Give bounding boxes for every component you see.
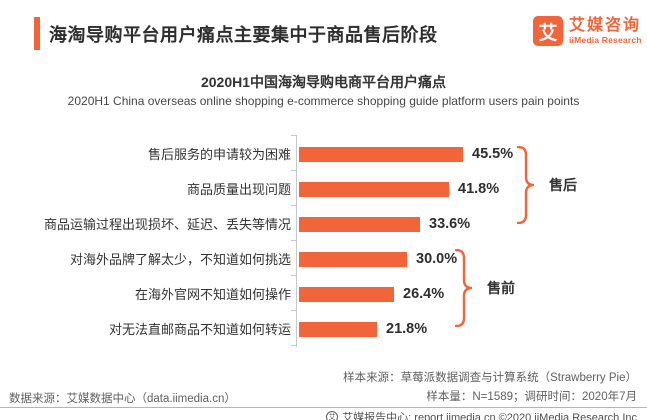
axis-tick [291, 240, 296, 241]
value-label: 41.8% [458, 181, 500, 197]
iimedia-round-icon: 艾 [326, 411, 339, 420]
bar-row: 在海外官网不知道如何操作 26.4% [0, 277, 647, 312]
bar [299, 322, 377, 337]
category-label: 商品质量出现问题 [186, 182, 291, 197]
logo-name-cn: 艾媒咨询 [569, 17, 642, 34]
logo-name-en: iiMedia Research [569, 35, 642, 45]
after-sales-brace [517, 146, 535, 224]
footer-text: 艾媒报告中心: report.iimedia.cn ©2020 iiMedia … [342, 412, 637, 420]
axis-tick [291, 135, 296, 136]
bar-row: 售后服务的申请较为困难 45.5% [0, 137, 647, 172]
bar [299, 252, 407, 267]
iimedia-logo-icon: 艾 [533, 16, 563, 46]
sample-size-note: 样本量：N=1589；调研时间：2020年7月 [426, 391, 637, 403]
chart-title: 2020H1中国海淘导购电商平台用户痛点 [200, 74, 447, 90]
category-label: 商品运输过程出现损坏、延迟、丢失等情况 [43, 217, 291, 232]
axis-tick [291, 345, 296, 346]
category-label: 对海外品牌了解太少，不知道如何挑选 [69, 252, 291, 267]
bar [299, 182, 449, 197]
title-accent-bar [34, 17, 40, 50]
y-axis-line [296, 135, 297, 347]
footer-divider [0, 407, 647, 408]
iimedia-logo: 艾 艾媒咨询 iiMedia Research [533, 16, 642, 46]
data-source-note: 数据来源：艾媒数据中心（data.iimedia.cn） [9, 393, 236, 405]
axis-tick [291, 205, 296, 206]
bar [299, 287, 394, 302]
value-label: 30.0% [416, 251, 458, 267]
bar-row: 商品质量出现问题 41.8% [0, 172, 647, 207]
category-label: 对无法直邮商品不知道如何转运 [108, 322, 291, 337]
value-label: 26.4% [403, 286, 445, 302]
bar-row: 商品运输过程出现损坏、延迟、丢失等情况 33.6% [0, 207, 647, 242]
sample-source-note: 样本来源：草莓派数据调查与计算系统（Strawberry Pie） [343, 372, 637, 384]
bar [299, 217, 420, 232]
group-label-pre-sales: 售前 [487, 280, 515, 296]
bar [299, 147, 463, 162]
group-label-after-sales: 售后 [549, 177, 577, 193]
bar-row: 对海外品牌了解太少，不知道如何挑选 30.0% [0, 242, 647, 277]
chart-subtitle: 2020H1 China overseas online shopping e-… [67, 94, 580, 108]
axis-tick [291, 275, 296, 276]
bar-row: 对无法直邮商品不知道如何转运 21.8% [0, 312, 647, 347]
axis-tick [291, 170, 296, 171]
category-label: 售后服务的申请较为困难 [147, 147, 291, 162]
value-label: 21.8% [386, 321, 428, 337]
axis-tick [291, 310, 296, 311]
pre-sales-brace [455, 249, 473, 327]
value-label: 45.5% [472, 146, 514, 162]
iimedia-logo-text: 艾媒咨询 iiMedia Research [569, 17, 642, 45]
footer-bar: 艾 艾媒报告中心: report.iimedia.cn ©2020 iiMedi… [326, 409, 637, 420]
page-title: 海淘导购平台用户痛点主要集中于商品售后阶段 [49, 25, 438, 45]
value-label: 33.6% [429, 216, 471, 232]
category-label: 在海外官网不知道如何操作 [134, 287, 291, 302]
